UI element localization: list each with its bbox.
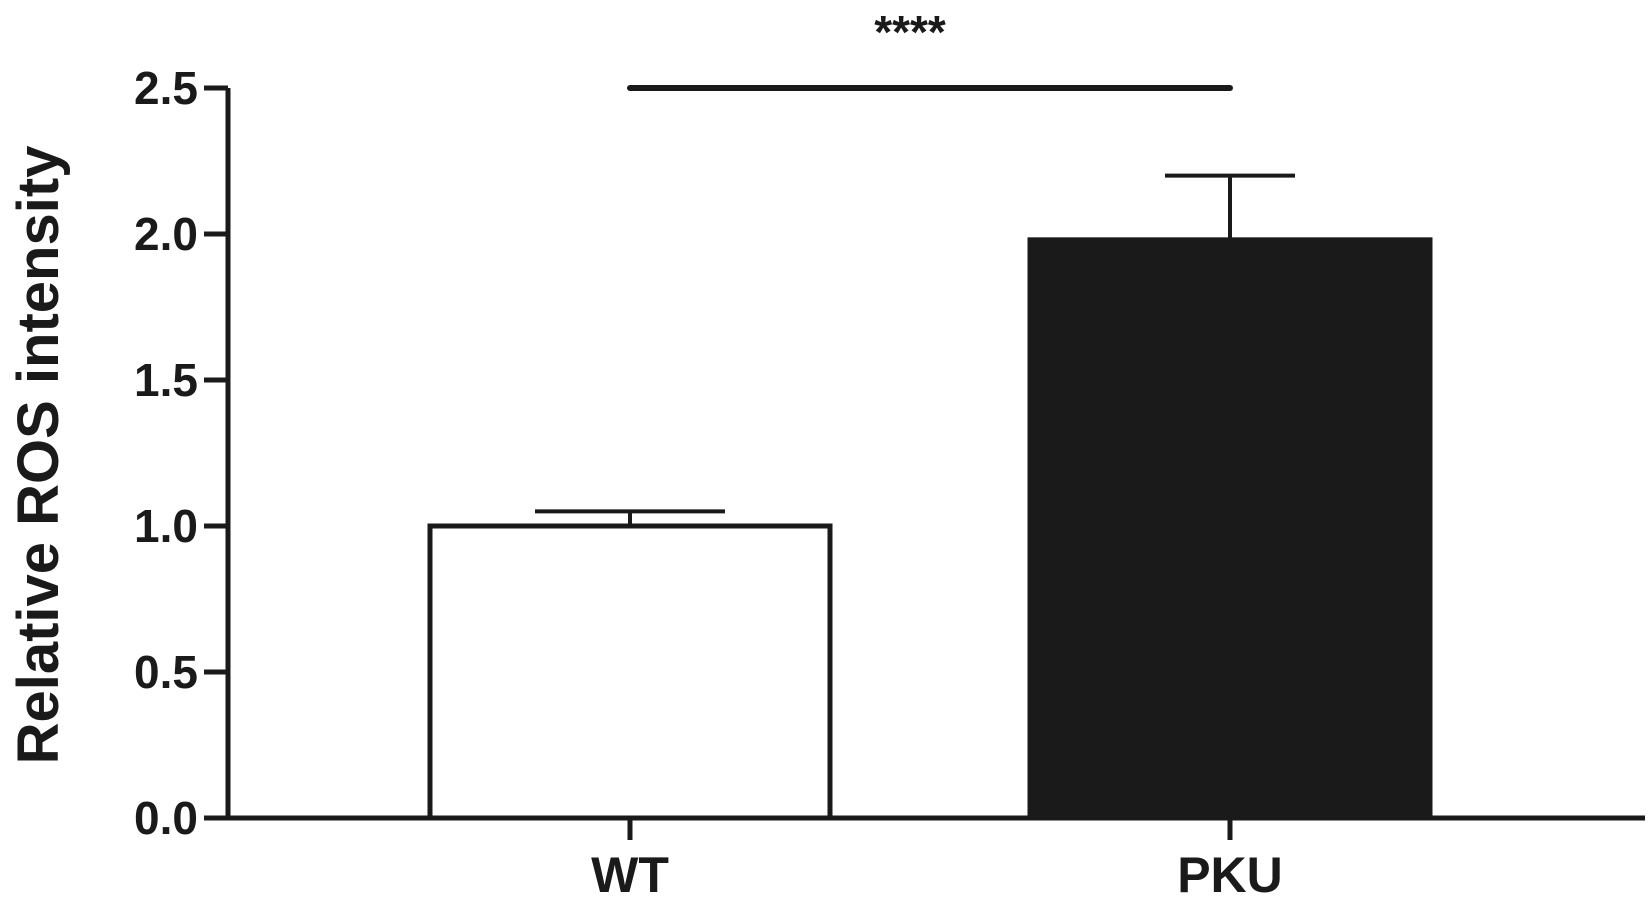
- bars: [427, 237, 1433, 821]
- error-bars: [535, 173, 1295, 526]
- x-tick-label-pku: PKU: [1177, 847, 1283, 903]
- y-tick-label: 0.5: [134, 646, 198, 698]
- x-axis: WT PKU: [226, 815, 1645, 903]
- y-tick-label: 0.0: [134, 792, 198, 844]
- y-axis: 0.0 0.5 1.0 1.5 2.0 2.5: [134, 62, 231, 844]
- y-tick-label: 1.0: [134, 500, 198, 552]
- y-tick-label: 2.5: [134, 62, 198, 114]
- x-tick-label-wt: WT: [591, 847, 669, 903]
- significance-label: ****: [874, 6, 946, 58]
- y-tick-label: 1.5: [134, 354, 198, 406]
- y-tick-label: 2.0: [134, 208, 198, 260]
- significance-annotation: ****: [627, 6, 1233, 91]
- y-axis-title: Relative ROS intensity: [6, 146, 71, 765]
- bar-wt: [427, 523, 833, 821]
- bar-pku: [1027, 237, 1433, 821]
